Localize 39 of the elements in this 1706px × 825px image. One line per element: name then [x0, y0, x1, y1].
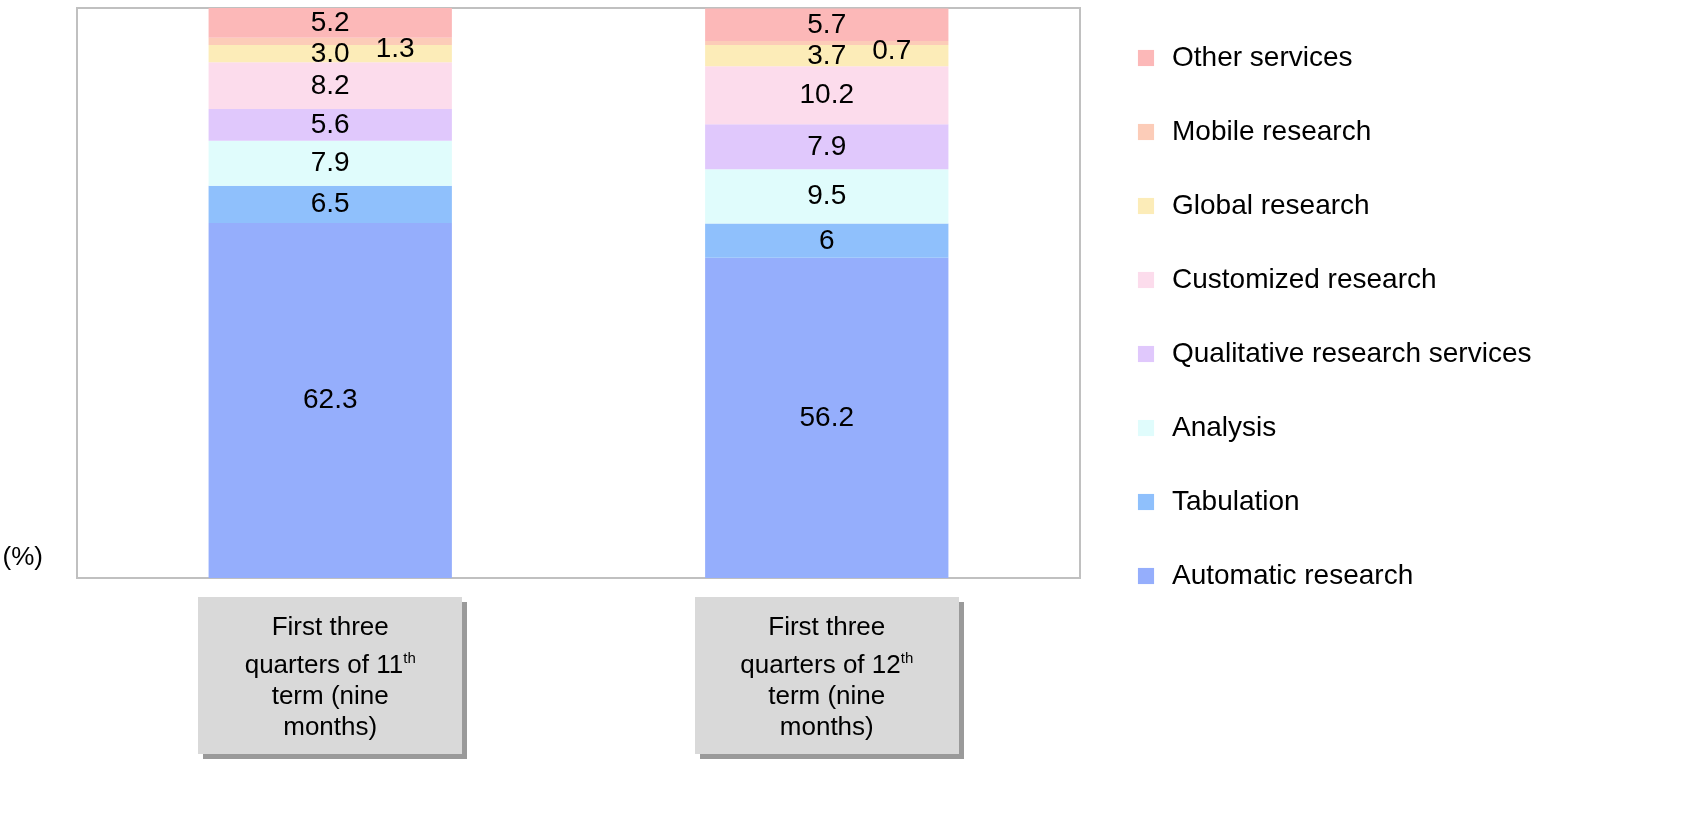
bar: [705, 124, 949, 170]
bar: [705, 8, 949, 42]
data-label: 9.5: [807, 179, 847, 211]
data-label: 0.7: [872, 34, 912, 66]
legend-label: Automatic research: [1172, 559, 1414, 590]
bar: [208, 185, 452, 223]
category-label: First three quarters of 12$^{th}$ term (nine months): [740, 611, 914, 741]
y-axis-title: (%): [2, 540, 43, 571]
legend-label: Tabulation: [1172, 485, 1300, 516]
bar: [705, 169, 949, 224]
bar: [208, 140, 452, 186]
data-label: 5.2: [310, 5, 350, 37]
bar: [208, 62, 452, 109]
data-label: 56.2: [799, 400, 855, 432]
data-label: 8.2: [310, 68, 350, 100]
bar: [208, 222, 452, 578]
bar: [705, 257, 949, 578]
legend-label: Analysis: [1172, 411, 1277, 442]
legend-label: Mobile research: [1172, 115, 1372, 146]
category-label: First three quarters of 11$^{th}$ term (nine months): [244, 611, 416, 741]
data-label: 10.2: [799, 78, 855, 110]
legend-label: Customized research: [1172, 263, 1437, 294]
data-label: 6.5: [310, 187, 350, 219]
data-label: 3.7: [807, 38, 847, 70]
legend-label: Global research: [1172, 189, 1370, 220]
legend-label: Qualitative research services: [1172, 337, 1532, 368]
data-label: 5.7: [807, 7, 847, 39]
bar: [208, 108, 452, 141]
data-label: 7.9: [310, 146, 350, 178]
data-label: 5.6: [310, 107, 350, 139]
bar: [208, 8, 452, 38]
data-label: 6: [818, 223, 835, 255]
legend-label: Other services: [1172, 41, 1353, 72]
data-label: 1.3: [375, 32, 415, 64]
bar: [705, 223, 949, 258]
data-label: 62.3: [302, 383, 358, 415]
data-label: 7.9: [807, 129, 847, 161]
bar: [705, 66, 949, 125]
data-label: 3.0: [310, 36, 350, 68]
